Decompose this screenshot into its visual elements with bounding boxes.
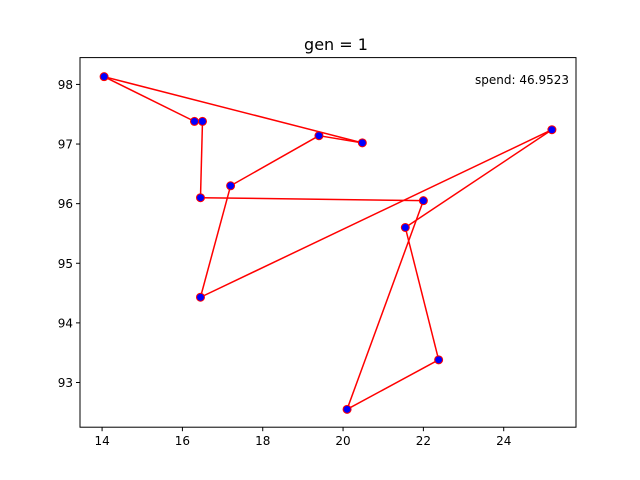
data-point [342, 404, 352, 414]
route-segment [404, 227, 440, 361]
data-point [314, 131, 324, 141]
y-axis: 93 94 95 96 97 98 [58, 78, 80, 390]
y-tick-label: 94 [58, 316, 73, 330]
y-tick-label: 98 [58, 78, 73, 92]
y-tick-label: 96 [58, 197, 73, 211]
data-point [195, 292, 205, 302]
x-tick-label: 24 [496, 434, 511, 448]
spend-annotation: spend: 46.9523 [475, 73, 569, 87]
x-tick-label: 22 [416, 434, 431, 448]
data-point [400, 222, 410, 232]
x-tick-label: 16 [175, 434, 190, 448]
route-points [99, 72, 557, 414]
plot-frame [79, 57, 577, 428]
route-segment [200, 129, 553, 298]
route-segment [404, 129, 553, 229]
data-point [99, 72, 109, 82]
route-lines [103, 75, 553, 410]
y-tick-label: 95 [58, 257, 73, 271]
x-tick-label: 20 [335, 434, 350, 448]
x-tick-label: 14 [94, 434, 109, 448]
route-segment [103, 76, 195, 123]
x-tick-label: 18 [255, 434, 270, 448]
chart-title: gen = 1 [304, 35, 368, 54]
data-point [418, 196, 428, 206]
y-tick-label: 93 [58, 376, 73, 390]
route-segment [318, 134, 363, 144]
data-point [226, 181, 236, 191]
data-point [434, 355, 444, 365]
data-point [547, 125, 557, 135]
data-point [195, 193, 205, 203]
route-segment [199, 121, 204, 198]
route-segment [200, 196, 424, 202]
data-point [357, 138, 367, 148]
route-segment [346, 359, 440, 410]
data-point [189, 116, 199, 126]
x-axis: 14 16 18 20 22 24 [94, 427, 511, 448]
route-segment [346, 200, 425, 410]
route-segment [199, 185, 232, 298]
route-segment [230, 135, 320, 187]
y-tick-label: 97 [58, 138, 73, 152]
data-point [197, 116, 207, 126]
